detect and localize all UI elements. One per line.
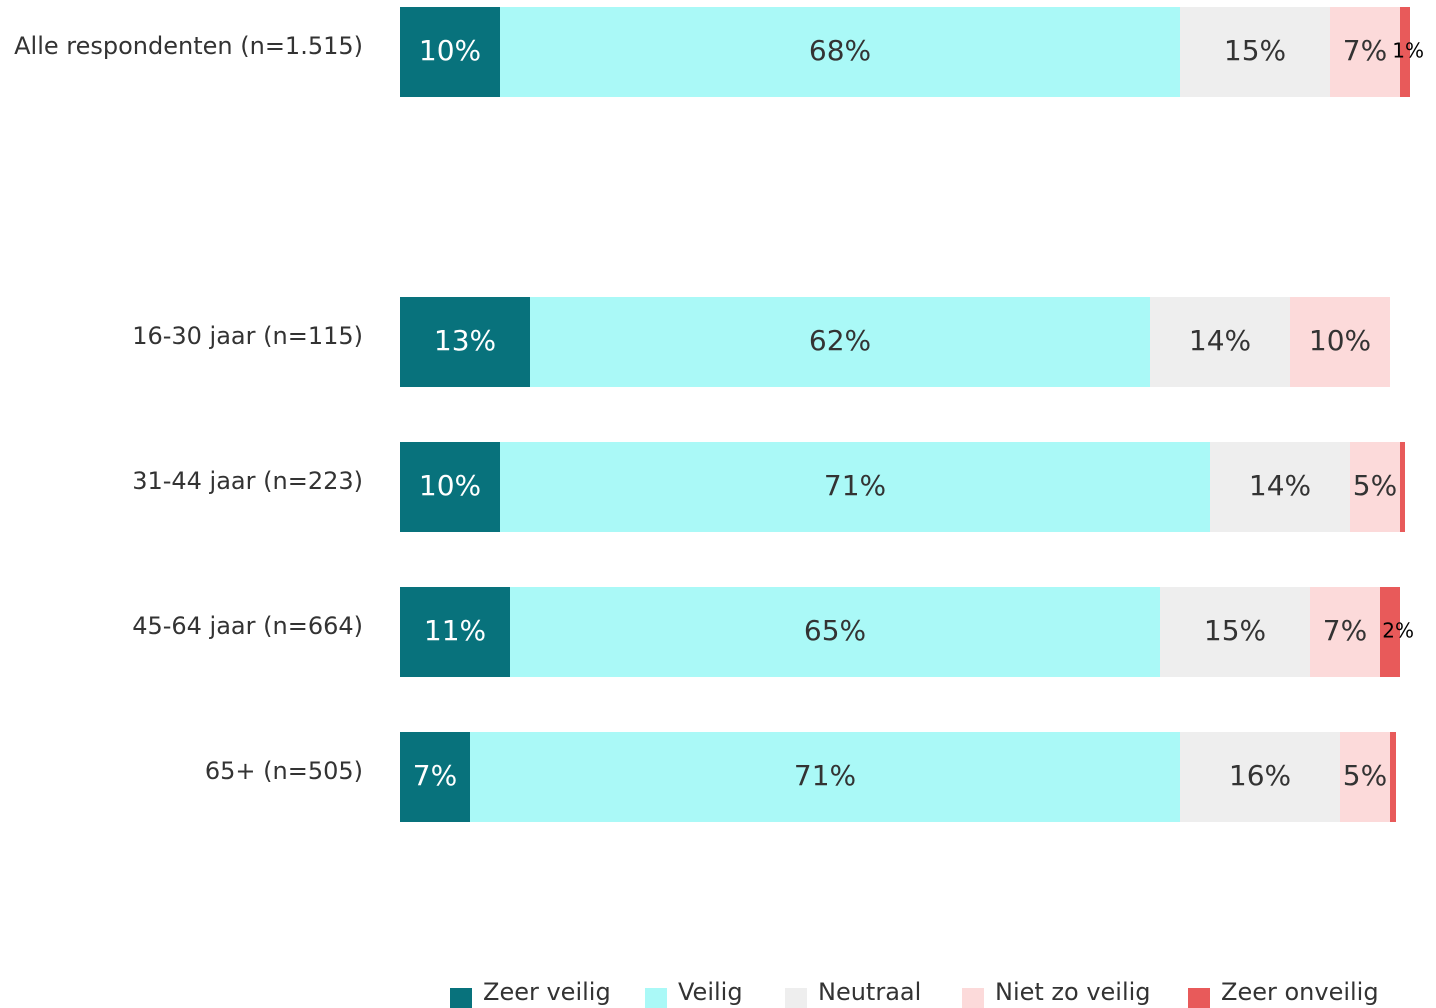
bar-segment (400, 297, 530, 387)
bar-segment (1210, 442, 1350, 532)
data-label: 2% (1382, 619, 1414, 643)
legend-swatch (450, 988, 472, 1008)
data-label: 65% (804, 614, 866, 647)
data-label: 13% (434, 324, 496, 357)
bar-segment (400, 732, 470, 822)
legend-label: Zeer veilig (483, 978, 611, 1006)
data-label: 62% (809, 324, 871, 357)
data-label: 5% (1343, 759, 1387, 792)
bar-segment (530, 297, 1150, 387)
data-label: 71% (824, 469, 886, 502)
legend-label: Niet zo veilig (995, 978, 1151, 1006)
data-label: 15% (1224, 34, 1286, 67)
data-label: 11% (424, 614, 486, 647)
bar-segment (510, 587, 1160, 677)
legend-swatch (785, 988, 807, 1008)
bar-segment (400, 7, 500, 97)
category-label: 31-44 jaar (n=223) (132, 467, 363, 495)
data-label: 10% (1309, 324, 1371, 357)
data-label: 15% (1204, 614, 1266, 647)
category-label: 45-64 jaar (n=664) (132, 612, 363, 640)
bar-segment (1180, 7, 1330, 97)
data-label: 16% (1229, 759, 1291, 792)
category-label: 65+ (n=505) (205, 757, 363, 785)
data-label: 7% (1343, 34, 1387, 67)
data-label: 7% (413, 759, 457, 792)
data-label: 68% (809, 34, 871, 67)
legend-label: Neutraal (818, 978, 921, 1006)
data-label: 1% (1392, 39, 1424, 63)
bar-segment (1160, 587, 1310, 677)
bar-segment (500, 442, 1210, 532)
data-label: 10% (419, 469, 481, 502)
bar-segment (500, 7, 1180, 97)
legend-label: Veilig (678, 978, 743, 1006)
bar-segment (400, 442, 500, 532)
bar-segment (1350, 442, 1400, 532)
bar-segment (1400, 7, 1410, 97)
bar-segment (1380, 587, 1400, 677)
legend-swatch (1188, 988, 1210, 1008)
data-label: 14% (1249, 469, 1311, 502)
bar-segment (1400, 442, 1405, 532)
bar-segment (1180, 732, 1340, 822)
bar-segment (1330, 7, 1400, 97)
data-label: 71% (794, 759, 856, 792)
legend-label: Zeer onveilig (1221, 978, 1379, 1006)
bar-segment (1290, 297, 1390, 387)
category-label: Alle respondenten (n=1.515) (14, 32, 363, 60)
data-label: 14% (1189, 324, 1251, 357)
category-label: 16-30 jaar (n=115) (132, 322, 363, 350)
bar-segment (1340, 732, 1390, 822)
data-label: 7% (1323, 614, 1367, 647)
legend-swatch (645, 988, 667, 1008)
bar-segment (400, 587, 510, 677)
data-label: 10% (419, 34, 481, 67)
bar-segment (1390, 732, 1396, 822)
bar-segment (470, 732, 1180, 822)
bar-segment (1150, 297, 1290, 387)
data-label: 5% (1353, 469, 1397, 502)
bar-segment (1310, 587, 1380, 677)
legend-swatch (962, 988, 984, 1008)
